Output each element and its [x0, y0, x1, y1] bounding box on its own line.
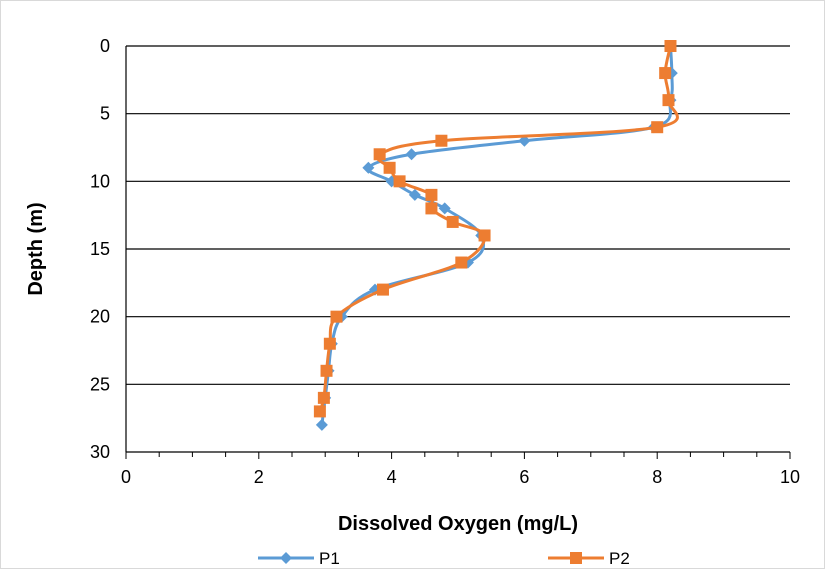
x-tick-label-8: 8: [652, 467, 662, 487]
data-point-P2: [435, 134, 448, 147]
x-tick-label-2: 2: [254, 467, 264, 487]
y-tick-label-15: 15: [90, 239, 110, 259]
gridlines: [126, 45, 790, 385]
data-point-P2: [664, 40, 677, 52]
data-point-P2: [446, 215, 459, 228]
legend-label-P1: P1: [319, 549, 340, 568]
x-tick-label-10: 10: [780, 467, 800, 487]
data-point-P2: [320, 364, 333, 377]
y-tick-label-5: 5: [100, 104, 110, 124]
legend-item-P2: P2: [548, 549, 630, 568]
legend-item-P1: P1: [258, 549, 340, 568]
data-point-P1: [518, 134, 531, 147]
legend-marker-P1: [280, 552, 292, 564]
y-tick-label-10: 10: [90, 171, 110, 191]
x-axis-title: Dissolved Oxygen (mg/L): [338, 513, 578, 535]
series-P2: [313, 40, 679, 418]
x-tick-label-0: 0: [121, 467, 131, 487]
series-P1: [315, 40, 678, 431]
series-line-P2: [318, 45, 679, 412]
data-point-P2: [393, 175, 406, 188]
y-axis-title: Depth (m): [25, 202, 47, 295]
data-point-P1: [315, 418, 328, 431]
data-point-P2: [323, 337, 336, 350]
x-tick-label-4: 4: [387, 467, 397, 487]
data-point-P1: [362, 161, 375, 174]
y-tick-label-20: 20: [90, 307, 110, 327]
data-point-P2: [373, 148, 386, 161]
data-point-P2: [330, 310, 343, 323]
series-line-P1: [320, 45, 674, 426]
data-point-P2: [662, 94, 675, 107]
x-tick-label-6: 6: [519, 467, 529, 487]
data-point-P1: [438, 202, 451, 215]
series-lines: [313, 40, 679, 431]
data-point-P2: [659, 67, 672, 80]
data-point-P2: [317, 391, 330, 404]
legend-label-P2: P2: [609, 549, 630, 568]
data-point-P2: [478, 229, 491, 242]
data-point-P1: [408, 188, 421, 201]
axes: 0 5 10 15 20 25 30 0 2 4 6 8 10: [90, 36, 800, 487]
data-point-P2: [425, 188, 438, 201]
data-point-P2: [425, 202, 438, 215]
legend: P1 P2: [258, 549, 630, 568]
data-point-P2: [455, 256, 468, 269]
data-point-P2: [383, 161, 396, 174]
y-tick-label-25: 25: [90, 374, 110, 394]
data-point-P2: [651, 121, 664, 134]
legend-marker-P2: [570, 552, 582, 564]
data-point-P2: [376, 283, 389, 296]
y-tick-label-30: 30: [90, 442, 110, 462]
data-point-P1: [405, 148, 418, 161]
y-tick-label-0: 0: [100, 36, 110, 56]
data-point-P2: [313, 405, 326, 418]
